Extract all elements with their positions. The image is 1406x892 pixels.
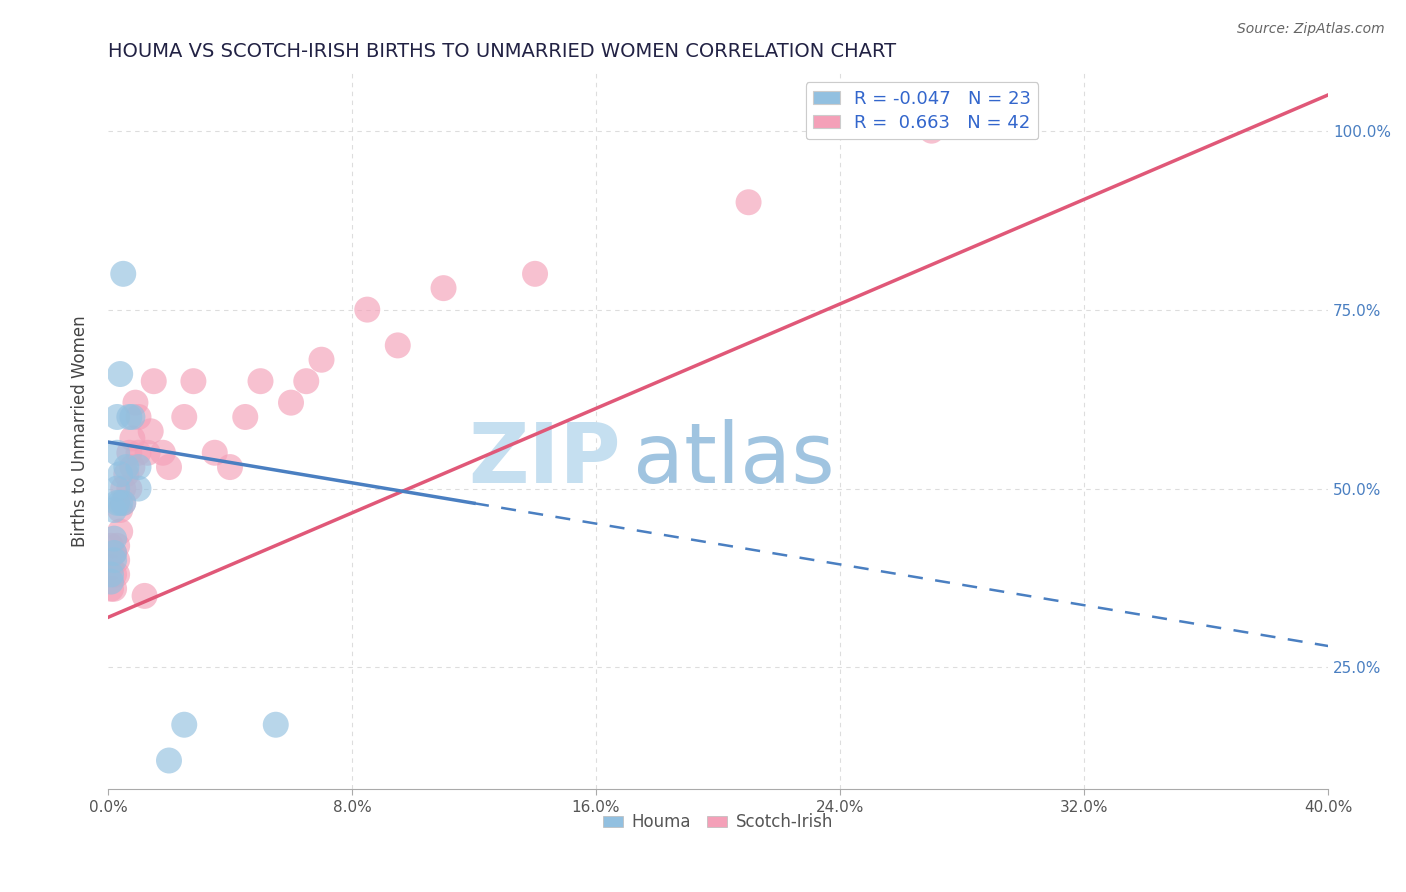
Point bbox=[264, 717, 287, 731]
Point bbox=[249, 374, 271, 388]
Point bbox=[432, 281, 454, 295]
Point bbox=[103, 546, 125, 560]
Point bbox=[387, 338, 409, 352]
Point bbox=[115, 467, 138, 482]
Point bbox=[112, 482, 135, 496]
Legend: R = -0.047   N = 23, R =  0.663   N = 42: R = -0.047 N = 23, R = 0.663 N = 42 bbox=[806, 82, 1039, 139]
Point bbox=[115, 460, 138, 475]
Text: HOUMA VS SCOTCH-IRISH BIRTHS TO UNMARRIED WOMEN CORRELATION CHART: HOUMA VS SCOTCH-IRISH BIRTHS TO UNMARRIE… bbox=[108, 42, 896, 61]
Point bbox=[139, 425, 162, 439]
Point bbox=[136, 446, 159, 460]
Point bbox=[103, 582, 125, 596]
Point bbox=[157, 754, 180, 768]
Point bbox=[128, 446, 150, 460]
Point bbox=[112, 496, 135, 510]
Point bbox=[118, 409, 141, 424]
Point bbox=[100, 582, 122, 596]
Point bbox=[183, 374, 205, 388]
Point bbox=[100, 560, 122, 574]
Point bbox=[103, 532, 125, 546]
Point bbox=[103, 553, 125, 567]
Point bbox=[105, 539, 128, 553]
Point bbox=[121, 460, 143, 475]
Point bbox=[103, 567, 125, 582]
Text: ZIP: ZIP bbox=[468, 419, 620, 500]
Point bbox=[737, 195, 759, 210]
Point bbox=[128, 460, 150, 475]
Point bbox=[124, 395, 146, 409]
Point bbox=[524, 267, 547, 281]
Point bbox=[921, 124, 943, 138]
Point bbox=[112, 267, 135, 281]
Point bbox=[173, 717, 195, 731]
Point bbox=[105, 482, 128, 496]
Point bbox=[280, 395, 302, 409]
Point bbox=[311, 352, 333, 367]
Point bbox=[105, 446, 128, 460]
Point bbox=[128, 482, 150, 496]
Point bbox=[108, 496, 131, 510]
Point bbox=[128, 409, 150, 424]
Point bbox=[157, 460, 180, 475]
Point bbox=[108, 524, 131, 539]
Point bbox=[118, 482, 141, 496]
Point bbox=[105, 496, 128, 510]
Point bbox=[103, 503, 125, 517]
Point bbox=[295, 374, 318, 388]
Point bbox=[100, 574, 122, 589]
Point bbox=[100, 567, 122, 582]
Point bbox=[118, 446, 141, 460]
Text: Source: ZipAtlas.com: Source: ZipAtlas.com bbox=[1237, 22, 1385, 37]
Point bbox=[356, 302, 378, 317]
Point bbox=[108, 367, 131, 381]
Point bbox=[108, 467, 131, 482]
Point bbox=[100, 539, 122, 553]
Text: atlas: atlas bbox=[633, 419, 834, 500]
Point bbox=[112, 496, 135, 510]
Point bbox=[142, 374, 165, 388]
Point bbox=[152, 446, 174, 460]
Point bbox=[121, 409, 143, 424]
Point bbox=[121, 432, 143, 446]
Point bbox=[105, 409, 128, 424]
Point bbox=[103, 546, 125, 560]
Point bbox=[105, 567, 128, 582]
Point bbox=[233, 409, 256, 424]
Point bbox=[173, 409, 195, 424]
Point bbox=[105, 553, 128, 567]
Point bbox=[204, 446, 226, 460]
Point bbox=[134, 589, 156, 603]
Y-axis label: Births to Unmarried Women: Births to Unmarried Women bbox=[72, 316, 89, 547]
Point bbox=[219, 460, 242, 475]
Point bbox=[108, 503, 131, 517]
